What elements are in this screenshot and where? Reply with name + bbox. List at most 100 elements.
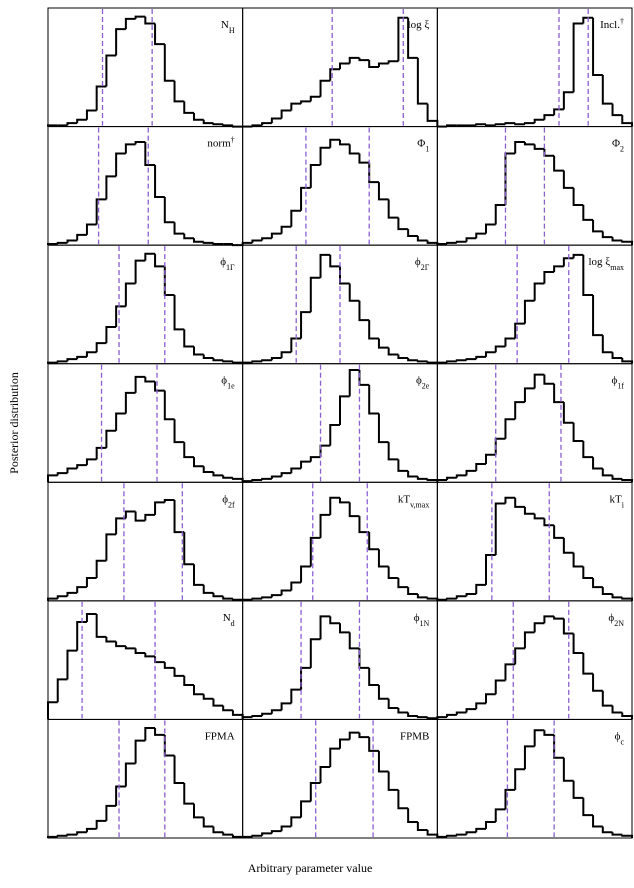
histogram-step [85, 613, 97, 623]
histogram-step [446, 360, 457, 363]
histogram-step [173, 419, 185, 444]
histogram-step [407, 357, 418, 362]
histogram-step [533, 373, 545, 389]
histogram-step [202, 584, 214, 594]
histogram-step [329, 747, 340, 767]
histogram-step [261, 359, 272, 362]
histogram-step [124, 510, 136, 519]
panel-title-subscript: 2 [620, 144, 624, 153]
histogram-step [339, 623, 350, 634]
histogram-step [348, 369, 360, 397]
histogram-step [543, 730, 555, 736]
histogram-step [339, 62, 350, 70]
histogram-step [154, 23, 165, 46]
histogram-step [144, 376, 156, 383]
histogram-step [368, 384, 379, 415]
histogram-step [611, 475, 623, 480]
histogram-step [163, 499, 175, 503]
panel-title-subscript: H [229, 26, 235, 35]
histogram-step [475, 232, 486, 239]
histogram-step [553, 525, 564, 539]
histogram-step [485, 124, 496, 127]
histogram-step [621, 712, 633, 720]
histogram-step [231, 834, 244, 838]
histogram-step [212, 242, 224, 245]
histogram-step [621, 597, 633, 601]
panel-title-main: N [223, 612, 231, 624]
histogram-step [416, 593, 428, 599]
histogram-step [144, 652, 156, 658]
histogram-step [455, 711, 467, 715]
histogram-step [261, 477, 272, 480]
histogram-step [329, 68, 340, 81]
histogram-step [76, 233, 87, 241]
histogram-step [543, 374, 555, 385]
histogram-step [592, 219, 603, 233]
histogram-step [426, 240, 439, 246]
panel-title-subscript: 2f [228, 500, 235, 509]
histogram-step [202, 241, 214, 244]
histogram-step [572, 422, 584, 443]
histogram-step [377, 685, 389, 700]
histogram-step [562, 618, 574, 635]
histogram-step [270, 594, 282, 598]
histogram-step [290, 688, 302, 704]
histogram-step [163, 266, 175, 296]
histogram-step [582, 566, 594, 579]
histogram-step [329, 424, 340, 446]
histogram-step [280, 472, 292, 477]
histogram-step [115, 305, 126, 328]
histogram-step [358, 648, 370, 669]
histogram-step [455, 474, 467, 478]
panel-frame [47, 7, 244, 128]
panel-title-subscript: 1N [420, 618, 430, 627]
histogram-step [582, 254, 594, 296]
histogram-step [446, 834, 457, 837]
histogram-step [66, 649, 78, 680]
histogram-step [309, 95, 321, 102]
histogram-step [358, 153, 370, 164]
x-axis-label: Arbitrary parameter value [248, 861, 373, 875]
histogram-step [377, 750, 389, 773]
histogram-step [601, 690, 613, 707]
histogram-step [95, 198, 107, 225]
panel-title: ϕ1Γ [220, 256, 235, 272]
panel-title: Φ2 [612, 138, 624, 154]
histogram-step [76, 621, 87, 651]
histogram-step [465, 708, 477, 713]
histogram-step [95, 446, 107, 460]
histogram-step [280, 589, 292, 596]
histogram-step [183, 233, 194, 240]
histogram-step [455, 240, 467, 243]
histogram-step [105, 326, 117, 344]
histogram-step [163, 390, 175, 421]
histogram-step [105, 804, 117, 821]
histogram-step [592, 17, 603, 77]
panel-title: Φ1 [417, 138, 429, 154]
histogram-step [309, 276, 321, 313]
histogram-step [533, 144, 545, 150]
histogram-step [368, 162, 379, 184]
histogram-step [95, 342, 107, 353]
histogram-step [348, 56, 360, 64]
histogram-step [407, 470, 418, 478]
histogram-step [397, 354, 409, 359]
histogram-step [66, 122, 78, 126]
histogram-step [475, 355, 486, 360]
histogram-step [446, 597, 457, 600]
histogram-step [134, 739, 146, 764]
histogram-step [144, 16, 156, 25]
histogram-step [134, 141, 146, 145]
histogram-step [582, 652, 594, 675]
histogram-step [173, 222, 185, 235]
panel-title: log ξ [408, 19, 430, 31]
histogram-step [144, 727, 156, 741]
histogram-step [154, 164, 165, 199]
histogram-step [202, 466, 214, 473]
panel-title-subscript: 2e [422, 381, 430, 390]
histogram-step [407, 587, 418, 595]
histogram-step [241, 241, 253, 246]
histogram-step [368, 667, 379, 687]
panel-title-main: ϕ [414, 612, 420, 624]
panel-title: ϕ2N [608, 612, 624, 628]
